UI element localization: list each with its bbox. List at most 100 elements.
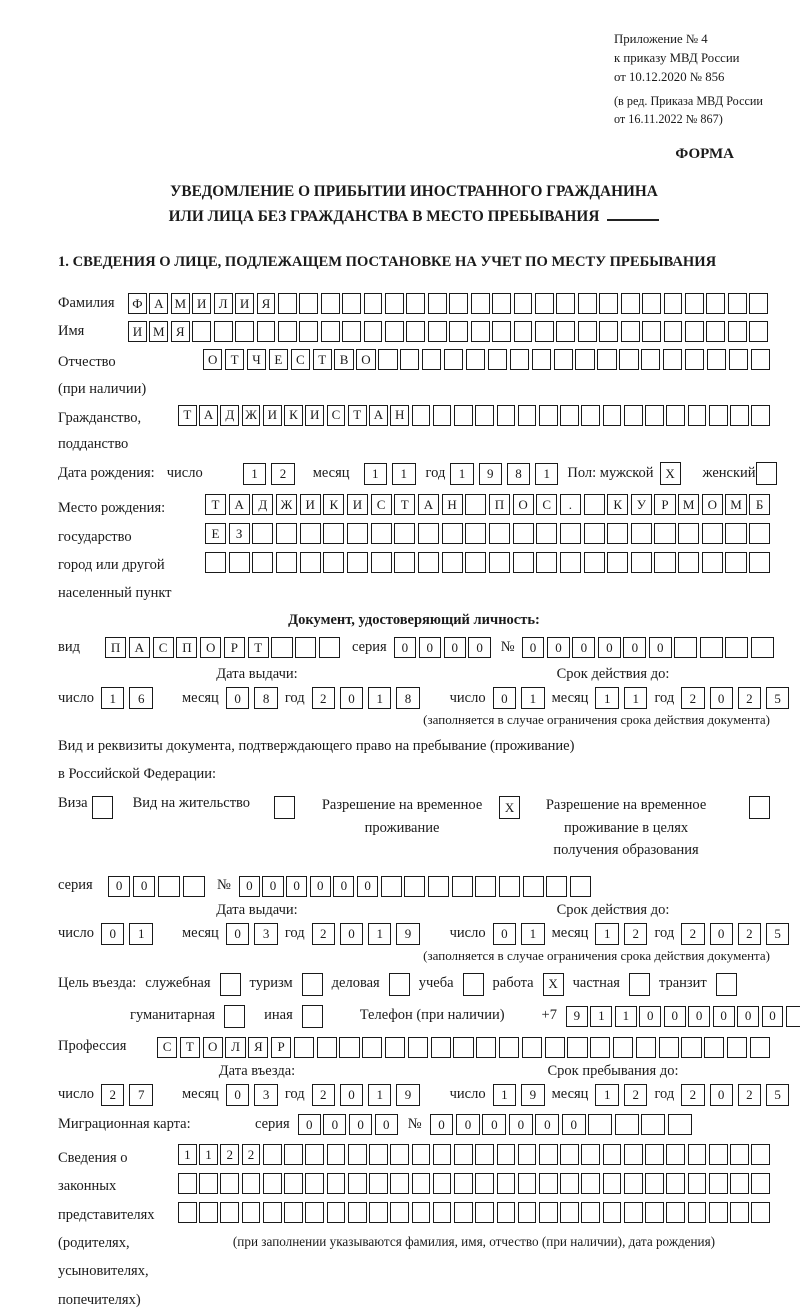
char-cell[interactable]: А: [417, 494, 439, 516]
char-cell[interactable]: 0: [349, 1114, 373, 1136]
char-cell[interactable]: [262, 1202, 282, 1224]
char-cell[interactable]: [581, 1173, 601, 1195]
char-cell[interactable]: 0: [374, 1114, 398, 1136]
char-cell[interactable]: П: [488, 494, 510, 516]
char-cell[interactable]: 0: [712, 1005, 735, 1027]
char-cell[interactable]: [318, 636, 341, 658]
char-cell[interactable]: [577, 293, 597, 315]
char-cell[interactable]: [241, 1202, 261, 1224]
char-cell[interactable]: [538, 1173, 558, 1195]
char-cell[interactable]: [715, 972, 737, 996]
char-cell[interactable]: [475, 875, 497, 897]
char-cell[interactable]: [556, 293, 576, 315]
char-cell[interactable]: [316, 1036, 337, 1058]
char-cell[interactable]: 9: [396, 923, 420, 946]
char-cell[interactable]: [470, 321, 490, 343]
char-cell[interactable]: [602, 1144, 622, 1166]
char-cell[interactable]: [492, 321, 511, 343]
char-cell[interactable]: .: [559, 494, 581, 516]
char-cell[interactable]: З: [228, 523, 250, 545]
char-cell[interactable]: 1: [595, 923, 619, 946]
char-cell[interactable]: [274, 796, 296, 820]
char-cell[interactable]: [531, 349, 551, 371]
char-cell[interactable]: [347, 1144, 367, 1166]
char-cell[interactable]: 1: [178, 1144, 197, 1166]
char-cell[interactable]: И: [346, 494, 368, 516]
char-cell[interactable]: Р: [654, 494, 676, 516]
char-cell[interactable]: 0: [623, 636, 647, 658]
char-cell[interactable]: [512, 552, 534, 574]
char-cell[interactable]: [612, 1036, 634, 1058]
char-cell[interactable]: [252, 552, 274, 574]
char-cell[interactable]: Ж: [275, 494, 298, 516]
char-cell[interactable]: [487, 349, 508, 371]
char-cell[interactable]: [513, 321, 533, 343]
char-cell[interactable]: 1: [535, 462, 559, 485]
char-cell[interactable]: [299, 523, 321, 545]
char-cell[interactable]: [235, 321, 254, 343]
char-cell[interactable]: 8: [506, 462, 531, 485]
char-cell[interactable]: [751, 404, 770, 426]
char-cell[interactable]: С: [536, 494, 558, 516]
char-cell[interactable]: [602, 1173, 622, 1195]
char-cell[interactable]: [620, 293, 640, 315]
char-cell[interactable]: 9: [565, 1005, 588, 1027]
char-cell[interactable]: [411, 1202, 431, 1224]
char-cell[interactable]: [277, 293, 297, 315]
char-cell[interactable]: [553, 349, 573, 371]
char-cell[interactable]: [496, 1202, 516, 1224]
char-cell[interactable]: [385, 293, 404, 315]
char-cell[interactable]: [623, 1144, 643, 1166]
char-cell[interactable]: 2: [311, 1084, 335, 1107]
char-cell[interactable]: [465, 552, 487, 574]
char-cell[interactable]: [701, 552, 723, 574]
char-cell[interactable]: [607, 523, 629, 545]
char-cell[interactable]: [607, 552, 629, 574]
char-cell[interactable]: [443, 349, 464, 371]
char-cell[interactable]: [400, 349, 420, 371]
char-cell[interactable]: [301, 972, 323, 996]
char-cell[interactable]: 0: [309, 875, 331, 897]
char-cell[interactable]: 0: [357, 875, 379, 897]
char-cell[interactable]: [623, 1202, 643, 1224]
char-cell[interactable]: 1: [450, 462, 474, 485]
char-cell[interactable]: [417, 523, 439, 545]
char-cell[interactable]: 2: [737, 923, 761, 946]
char-cell[interactable]: [569, 875, 591, 897]
char-cell[interactable]: [641, 349, 661, 371]
char-cell[interactable]: 0: [561, 1114, 586, 1136]
char-cell[interactable]: [252, 523, 274, 545]
char-cell[interactable]: [642, 321, 661, 343]
char-cell[interactable]: [588, 1114, 613, 1136]
char-cell[interactable]: [390, 1173, 409, 1195]
char-cell[interactable]: [346, 552, 368, 574]
char-cell[interactable]: [224, 1004, 246, 1028]
char-cell[interactable]: Ч: [246, 349, 267, 371]
char-cell[interactable]: [725, 552, 747, 574]
char-cell[interactable]: 0: [339, 687, 364, 710]
char-cell[interactable]: 0: [238, 875, 260, 897]
char-cell[interactable]: [619, 349, 639, 371]
char-cell[interactable]: [684, 321, 704, 343]
char-cell[interactable]: Р: [270, 1036, 292, 1058]
char-cell[interactable]: 0: [225, 923, 250, 946]
char-cell[interactable]: [730, 1173, 749, 1195]
char-cell[interactable]: И: [299, 494, 321, 516]
char-cell[interactable]: С: [157, 1036, 178, 1058]
char-cell[interactable]: 2: [241, 1144, 261, 1166]
char-cell[interactable]: [406, 293, 426, 315]
char-cell[interactable]: 0: [709, 1084, 733, 1107]
char-cell[interactable]: 8: [396, 687, 420, 710]
char-cell[interactable]: [454, 1144, 473, 1166]
char-cell[interactable]: [417, 552, 439, 574]
char-cell[interactable]: 5: [766, 687, 790, 710]
char-cell[interactable]: [538, 1144, 558, 1166]
char-cell[interactable]: 0: [508, 1114, 533, 1136]
char-cell[interactable]: [708, 404, 728, 426]
char-cell[interactable]: [470, 293, 490, 315]
char-cell[interactable]: [663, 293, 683, 315]
char-cell[interactable]: [411, 404, 431, 426]
char-cell[interactable]: [678, 523, 700, 545]
char-cell[interactable]: К: [607, 494, 629, 516]
char-cell[interactable]: 0: [339, 1084, 364, 1107]
